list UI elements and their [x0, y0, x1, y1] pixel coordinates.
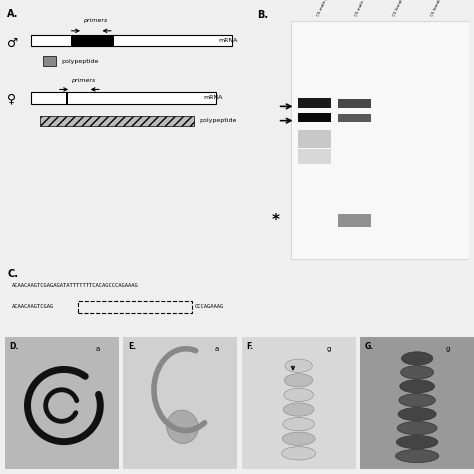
Text: a: a [214, 346, 219, 352]
Text: C5 female gonad: C5 female gonad [392, 0, 410, 18]
Ellipse shape [399, 393, 435, 407]
Text: g: g [446, 346, 450, 352]
Ellipse shape [285, 359, 312, 373]
Ellipse shape [284, 374, 313, 387]
Bar [43, 56, 56, 66]
Text: a: a [96, 346, 100, 352]
Text: mRNA: mRNA [203, 95, 223, 100]
Text: *: * [272, 213, 280, 228]
Ellipse shape [396, 436, 438, 449]
Text: ♂: ♂ [7, 37, 18, 50]
Ellipse shape [395, 449, 439, 463]
Ellipse shape [401, 352, 433, 365]
Ellipse shape [166, 410, 198, 444]
Text: D.: D. [9, 342, 18, 351]
Text: g: g [327, 346, 331, 352]
Bar [298, 130, 331, 148]
Text: ♀: ♀ [7, 92, 16, 105]
Ellipse shape [282, 447, 316, 460]
Bar [40, 116, 194, 126]
Text: ACAACAAGTCGAGAGATATTTTTTTCACAGCCCAGAAAG: ACAACAAGTCGAGAGATATTTTTTTCACAGCCCAGAAAG [12, 283, 138, 288]
Text: B.: B. [258, 9, 269, 19]
Text: mRNA: mRNA [219, 38, 238, 43]
Text: C5 male gonad: C5 male gonad [316, 0, 333, 18]
Bar [71, 35, 114, 46]
Text: polypeptide: polypeptide [62, 59, 99, 64]
Bar [291, 21, 469, 259]
Text: G.: G. [365, 342, 374, 351]
Ellipse shape [400, 380, 435, 393]
Ellipse shape [398, 408, 436, 421]
Text: ACAACAAGTCGAG: ACAACAAGTCGAG [12, 304, 54, 310]
Text: C5 female - gonad: C5 female - gonad [430, 0, 450, 18]
Text: primers: primers [82, 18, 107, 23]
Text: polypeptide: polypeptide [199, 118, 237, 123]
Bar [78, 301, 192, 313]
Text: C.: C. [7, 269, 18, 279]
Ellipse shape [283, 418, 315, 431]
Bar [338, 214, 371, 227]
Bar [298, 113, 331, 122]
Bar [338, 114, 371, 122]
Text: primers: primers [71, 78, 95, 83]
Ellipse shape [397, 421, 437, 435]
Bar [298, 149, 331, 164]
Bar [31, 35, 232, 46]
Ellipse shape [283, 403, 314, 416]
Ellipse shape [284, 388, 313, 401]
Ellipse shape [401, 366, 434, 379]
Text: CCCAGAAAG: CCCAGAAAG [194, 304, 224, 310]
Ellipse shape [282, 432, 315, 446]
Bar [66, 92, 68, 104]
Text: A.: A. [7, 9, 18, 18]
Text: E.: E. [128, 342, 136, 351]
Bar [31, 92, 216, 104]
Text: F.: F. [246, 342, 253, 351]
Bar [298, 98, 331, 108]
Text: C5 male - gonad: C5 male - gonad [354, 0, 372, 18]
Bar [338, 99, 371, 108]
